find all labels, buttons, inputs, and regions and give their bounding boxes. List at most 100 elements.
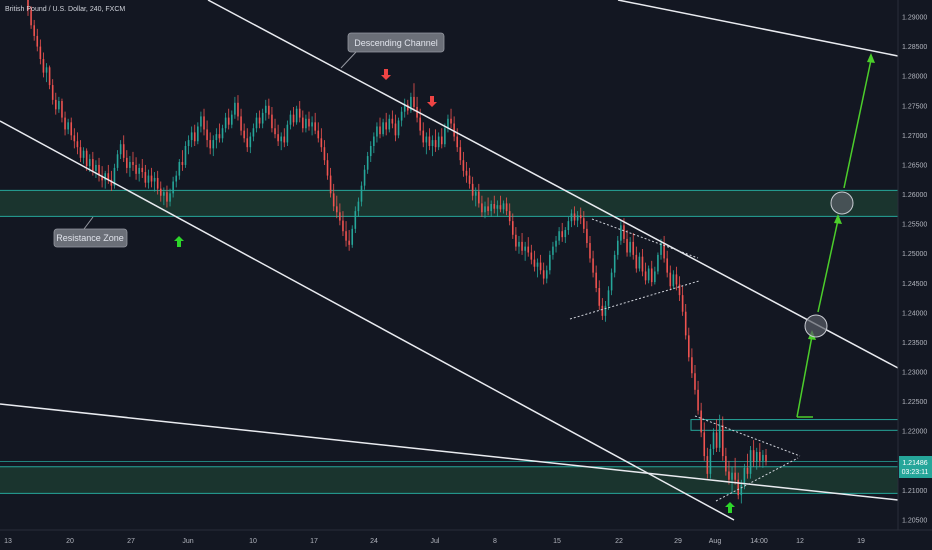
candle-body — [54, 99, 57, 110]
candle-body — [388, 118, 391, 130]
candle-body — [688, 335, 690, 358]
candle-body — [487, 206, 489, 212]
pennant-upper-dotted — [694, 415, 801, 457]
red-down-arrow-2 — [427, 96, 437, 107]
candle-body — [391, 118, 394, 124]
candle-body — [502, 203, 505, 210]
x-tick-label: 17 — [310, 538, 318, 545]
target-arrowhead-3 — [867, 53, 875, 63]
candle-body — [629, 241, 631, 253]
resistance-zone-callout[interactable]: Resistance Zone — [53, 216, 128, 248]
candle-body — [227, 117, 230, 125]
candle-body — [369, 146, 372, 157]
candle-body — [737, 479, 740, 496]
candle-body — [740, 484, 743, 496]
candle-body — [521, 241, 523, 251]
candle-body — [178, 161, 181, 176]
candle-body — [604, 305, 607, 316]
candle-body — [101, 175, 103, 181]
candle-body — [490, 203, 492, 212]
candle-body — [122, 144, 125, 158]
candle-body — [224, 117, 227, 129]
candle-body — [576, 215, 579, 221]
candle-body — [697, 389, 699, 411]
green-up-arrow-right — [725, 502, 735, 513]
pennant-lower-dotted — [715, 457, 799, 502]
candle-body — [193, 132, 196, 142]
descending-channel-callout[interactable]: Descending Channel — [340, 32, 445, 69]
candle-body — [320, 138, 323, 148]
candle-body — [209, 140, 211, 149]
candle-body — [403, 104, 406, 112]
candle-body — [644, 271, 647, 281]
candle-body — [752, 450, 755, 463]
candle-body — [570, 213, 573, 222]
candle-body — [302, 117, 304, 129]
target-arrowhead-2 — [834, 214, 842, 224]
y-tick-label: 1.25500 — [902, 222, 927, 229]
candle-body — [632, 241, 635, 255]
candle-body — [545, 270, 548, 279]
zones-layer — [0, 189, 899, 494]
y-tick-label: 1.23000 — [902, 370, 927, 377]
symbol-label: British Pound / U.S. Dollar, 240, FXCM — [5, 6, 125, 13]
candle-body — [657, 254, 659, 272]
candle-body — [348, 240, 350, 245]
candle-body — [345, 231, 347, 241]
candle-body — [579, 215, 582, 219]
candle-body — [734, 472, 736, 480]
candle-body — [493, 203, 496, 209]
target-circle-1 — [804, 314, 828, 338]
candle-body — [70, 122, 73, 136]
x-tick-label: 10 — [249, 538, 257, 545]
candle-body — [332, 193, 335, 207]
candle-body — [141, 167, 144, 173]
candle-body — [647, 268, 650, 281]
y-tick-label: 1.27000 — [902, 133, 927, 140]
candle-body — [132, 161, 134, 165]
candle-body — [428, 136, 431, 147]
candle-body — [518, 241, 520, 247]
candle-body — [638, 256, 641, 269]
candle-body — [197, 126, 199, 142]
candle-body — [385, 122, 387, 130]
x-tick-label: Jun — [182, 538, 193, 545]
candle-body — [496, 205, 499, 209]
candle-body — [700, 410, 702, 433]
candle-body — [755, 451, 758, 463]
candle-body — [623, 225, 625, 239]
candle-body — [181, 161, 184, 165]
candle-body — [706, 456, 709, 474]
candle-body — [413, 96, 415, 107]
candle-body — [95, 164, 97, 171]
x-tick-label: 29 — [674, 538, 682, 545]
callout-box — [347, 32, 445, 53]
candle-body — [552, 246, 554, 255]
candle-body — [626, 238, 628, 253]
candle-body — [271, 114, 273, 129]
y-tick-label: 1.26500 — [902, 162, 927, 169]
candle-body — [641, 256, 644, 272]
candle-body — [126, 157, 128, 168]
candle-body — [360, 185, 363, 202]
candle-body — [718, 425, 721, 448]
candle-body — [357, 201, 360, 212]
candle-body — [555, 240, 557, 247]
candle-body — [379, 126, 381, 135]
candle-body — [527, 246, 530, 253]
candle-body — [255, 117, 258, 129]
candle-body — [212, 140, 215, 149]
candle-body — [681, 295, 684, 312]
candle-body — [264, 105, 267, 113]
candle-body — [663, 243, 665, 259]
triangle-lower-dotted — [569, 280, 700, 320]
candle-body — [431, 140, 434, 147]
candle-body — [444, 128, 446, 145]
candle-body — [660, 243, 662, 255]
candle-body — [261, 112, 264, 124]
candle-body — [283, 136, 286, 143]
x-tick-label: 8 — [493, 538, 497, 545]
callout-pointer — [83, 216, 94, 230]
candle-body — [317, 130, 320, 139]
